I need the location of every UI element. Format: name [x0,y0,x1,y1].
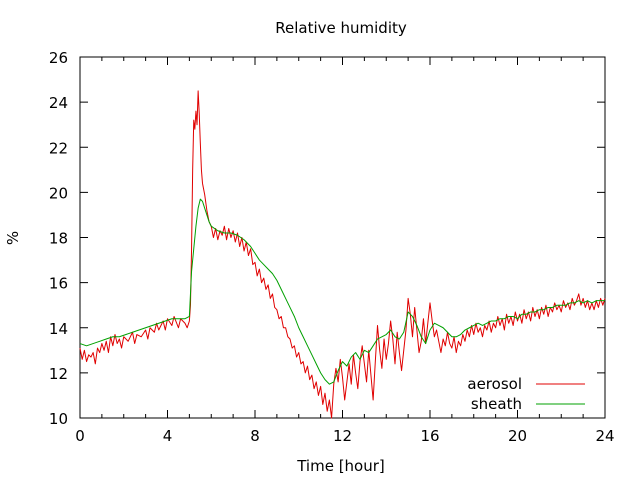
x-tick-label: 8 [250,427,260,445]
x-tick-label: 16 [420,427,439,445]
legend-label-aerosol: aerosol [467,375,522,393]
x-tick-label: 4 [163,427,173,445]
y-tick-label: 10 [49,410,68,428]
y-tick-label: 26 [49,49,68,67]
y-tick-label: 22 [49,139,68,157]
legend: aerosol sheath [467,375,585,413]
legend-label-sheath: sheath [471,395,522,413]
y-tick-label: 12 [49,365,68,383]
chart-title: Relative humidity [275,19,407,37]
x-tick-label: 20 [508,427,527,445]
y-tick-label: 24 [49,94,68,112]
x-tick-label: 12 [333,427,352,445]
y-tick-label: 18 [49,230,68,248]
y-tick-label: 14 [49,320,68,338]
y-tick-label: 16 [49,275,68,293]
x-axis-label: Time [hour] [296,457,385,475]
series-line-sheath [79,198,605,385]
series-line-aerosol [79,90,606,419]
x-tick-label: 0 [75,427,85,445]
x-tick-label: 24 [595,427,614,445]
plot-frame [79,56,606,419]
plot-area: 10 12 14 16 18 20 22 24 26 0 4 8 12 16 20 24 aerosol shea… [49,49,615,445]
y-axis-label: % [4,231,22,245]
y-tick-label: 20 [49,184,68,202]
